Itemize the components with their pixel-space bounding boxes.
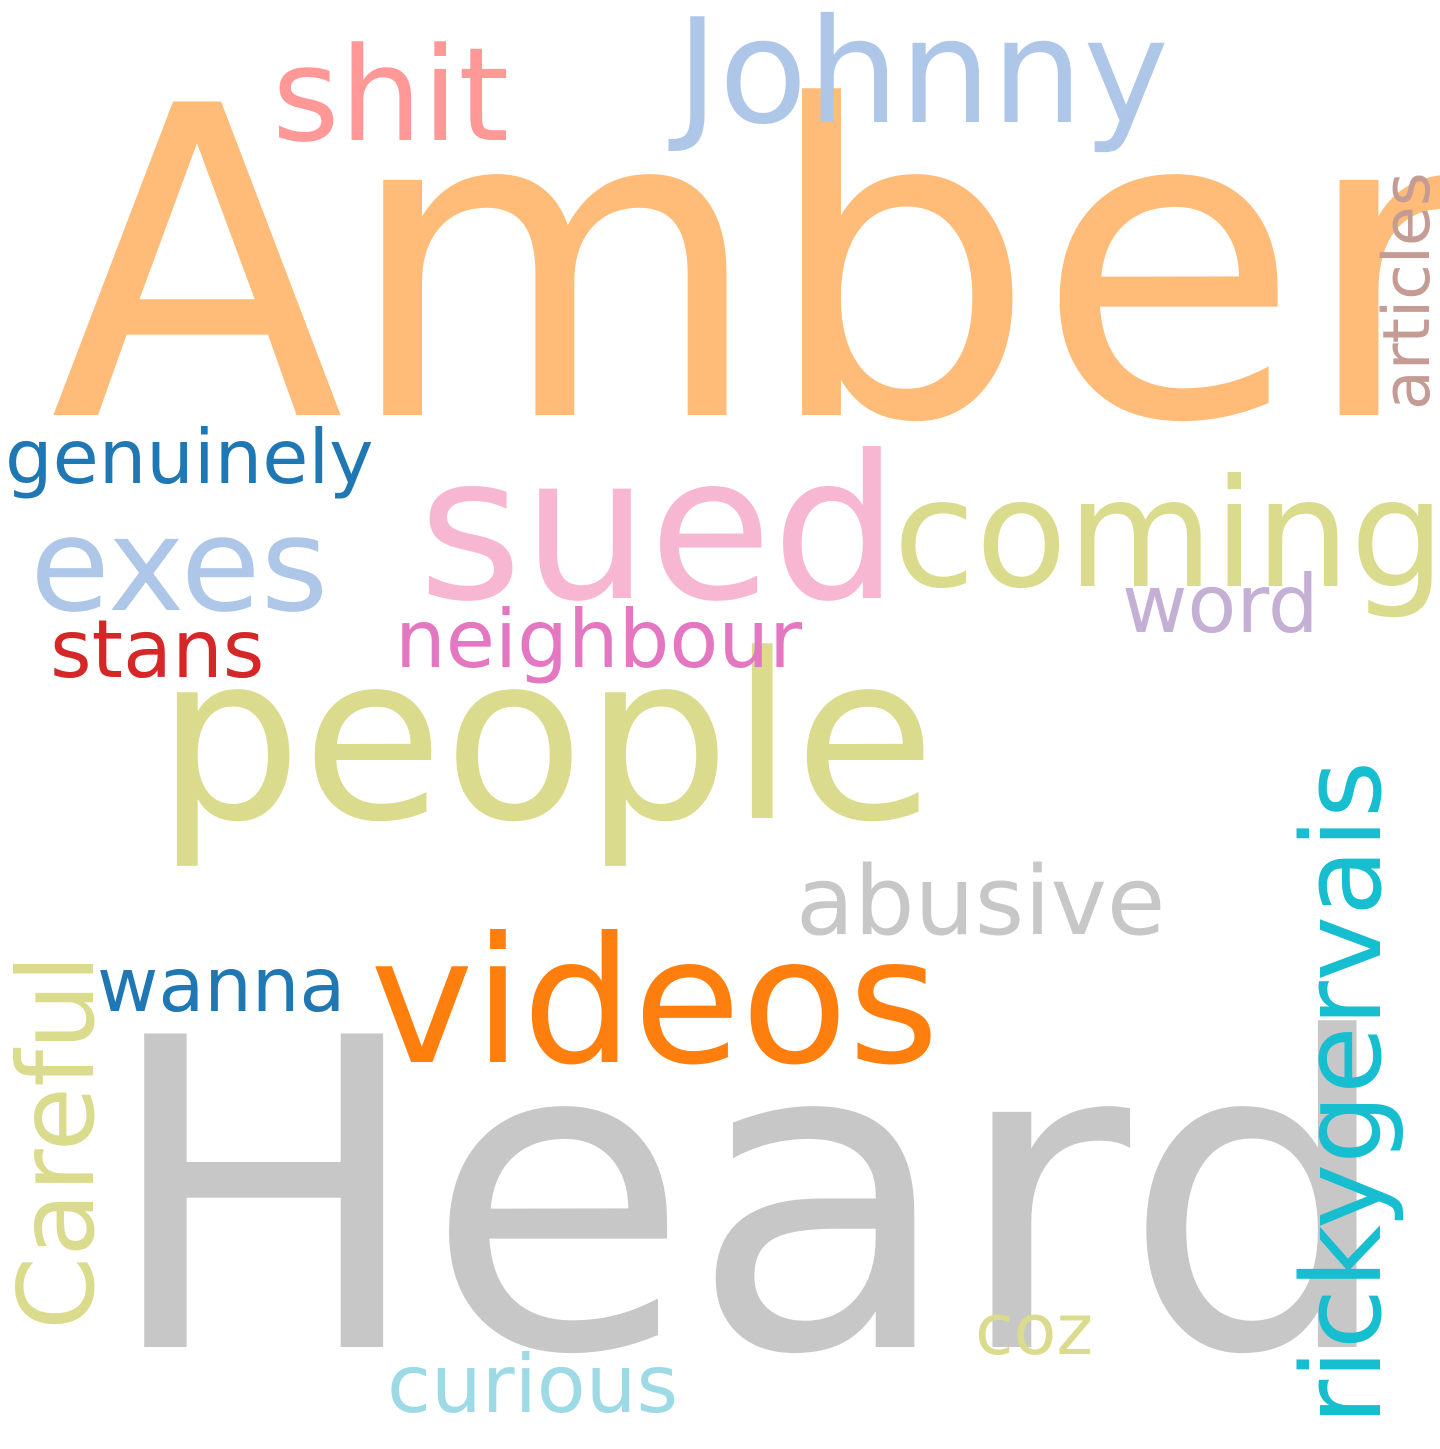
word-people: people (156, 606, 936, 873)
word-rickygervais: rickygervais (1278, 760, 1406, 1425)
word-neighbour: neighbour (395, 593, 802, 686)
word-johnny: Johnny (676, 0, 1169, 157)
word-coming: coming (893, 448, 1440, 622)
word-videos: videos (370, 901, 940, 1104)
word-exes: exes (30, 489, 329, 641)
word-abusive: abusive (796, 847, 1166, 957)
word-curious: curious (387, 1338, 679, 1431)
word-amber: Amber (50, 17, 1440, 517)
word-sued: sued (418, 413, 899, 646)
word-careful: Careful (0, 954, 118, 1330)
word-word: word (1122, 558, 1319, 651)
word-shit: shit (272, 19, 510, 171)
word-heard: Heard (102, 949, 1396, 1449)
word-coz: coz (975, 1289, 1094, 1371)
word-wanna: wanna (97, 941, 346, 1029)
word-stans: stans (50, 603, 265, 696)
word-genuinely: genuinely (5, 413, 374, 501)
word-articles: articles (1370, 172, 1440, 410)
